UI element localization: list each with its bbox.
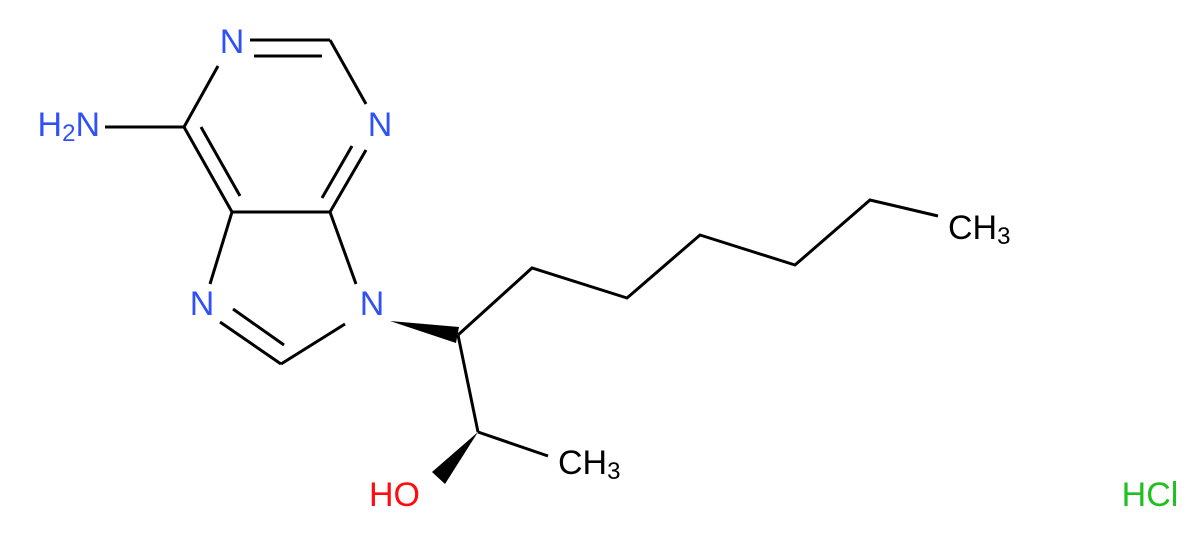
- bond: [219, 320, 282, 366]
- atom-label: N: [190, 285, 215, 323]
- bond: [232, 307, 285, 347]
- atom-label: N: [220, 23, 245, 61]
- bond: [280, 322, 346, 366]
- bond: [328, 211, 358, 285]
- bond: [328, 149, 368, 213]
- bond: [199, 126, 242, 197]
- atom-label: HO: [369, 476, 420, 514]
- chain: [456, 198, 939, 337]
- bond: [182, 126, 234, 213]
- atom-label: H2N: [38, 106, 100, 147]
- bond: [456, 334, 480, 433]
- atom-label: N: [368, 106, 393, 144]
- bond: [182, 65, 220, 128]
- atom-label: CH3: [948, 209, 1010, 250]
- atom-label: CH3: [558, 444, 620, 485]
- wedge-bond: [432, 432, 478, 484]
- bond: [320, 145, 354, 199]
- salt-label: HCl: [1122, 476, 1179, 514]
- bond: [477, 430, 549, 458]
- bond: [328, 39, 368, 105]
- bond: [208, 211, 234, 285]
- atom-label: N: [360, 285, 385, 323]
- wedge-bond: [390, 321, 459, 343]
- bonds: [105, 38, 939, 484]
